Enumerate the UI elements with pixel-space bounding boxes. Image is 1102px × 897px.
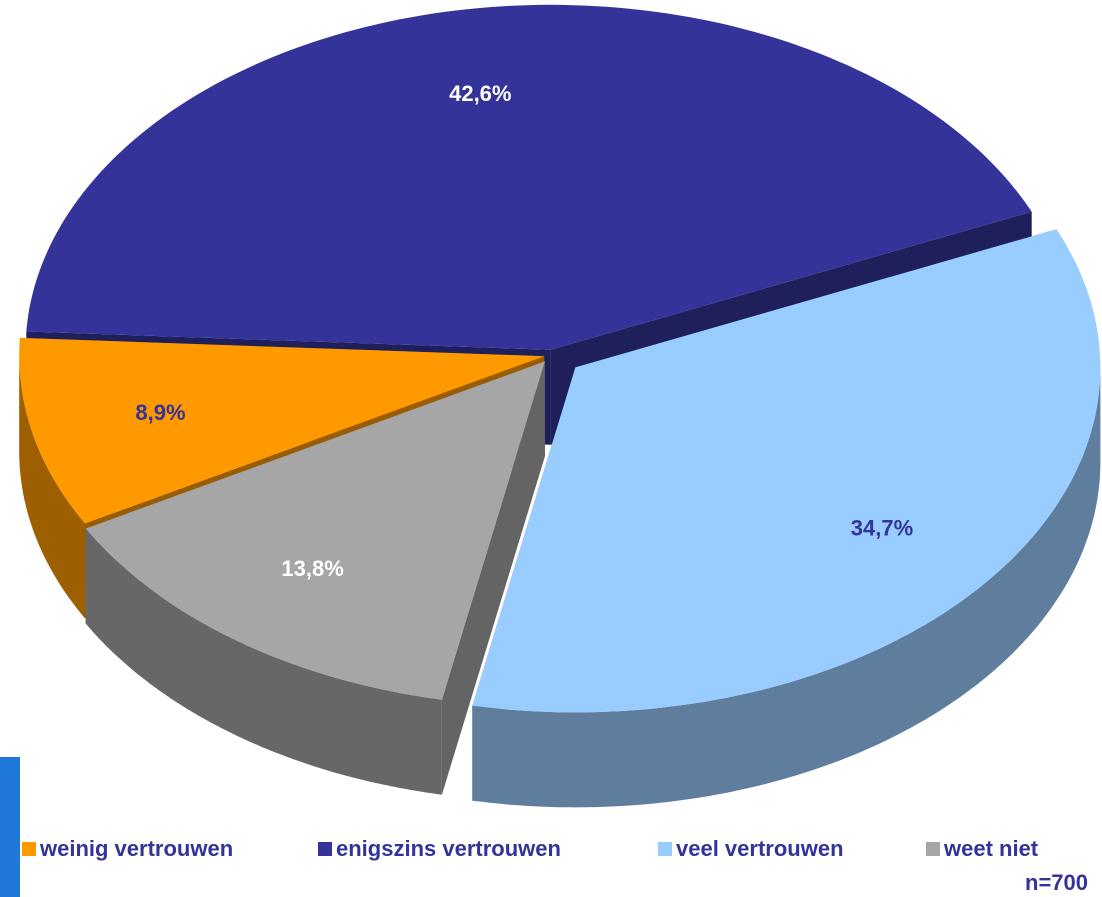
legend-swatch <box>658 842 672 856</box>
legend-swatch <box>22 842 36 856</box>
legend-label: weet niet <box>943 836 1039 861</box>
slice-walls <box>19 357 1101 808</box>
slice-wall <box>85 528 442 795</box>
slice-tops <box>19 4 1101 713</box>
legend-label: veel vertrouwen <box>676 836 844 861</box>
slice-wall <box>472 369 1101 808</box>
slice-label: 42,6% <box>449 81 511 106</box>
legend-label: weinig vertrouwen <box>39 836 233 861</box>
slice <box>85 361 545 700</box>
legend-swatch <box>318 842 332 856</box>
slice-label: 13,8% <box>281 556 343 581</box>
legend-swatch <box>926 842 940 856</box>
slice-label: 8,9% <box>135 400 185 425</box>
slice <box>26 4 1032 350</box>
slice-side <box>441 361 545 795</box>
slice-label: 34,7% <box>851 516 913 541</box>
side-bar <box>0 757 20 897</box>
slice <box>472 229 1101 713</box>
slice-wall <box>19 357 86 619</box>
sample-note: n=700 <box>1025 870 1088 895</box>
slice <box>19 337 545 524</box>
legend-label: enigszins vertrouwen <box>336 836 561 861</box>
